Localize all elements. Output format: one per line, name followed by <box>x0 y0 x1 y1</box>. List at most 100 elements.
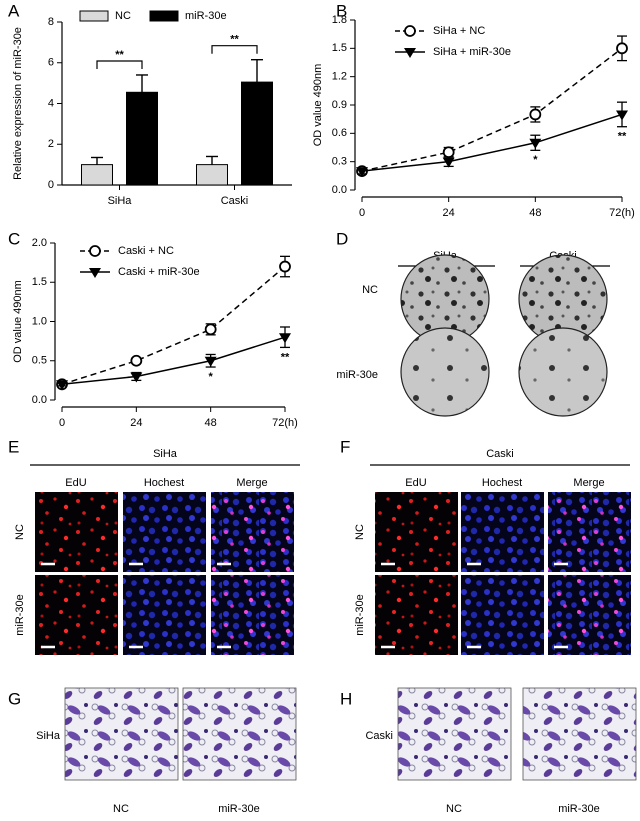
legend-label: miR-30e <box>185 10 227 22</box>
legend-swatch <box>79 10 109 22</box>
point <box>529 108 542 121</box>
x-tick-label: 0 <box>359 207 365 219</box>
colony-plate <box>518 327 608 417</box>
y-tick-label: 0.3 <box>332 156 347 168</box>
point <box>356 167 368 178</box>
x-tick-label: 72(h) <box>609 207 635 219</box>
significance-bracket <box>96 60 143 69</box>
colony-plate <box>400 327 490 417</box>
point <box>130 354 143 367</box>
micrograph <box>461 492 544 572</box>
y-tick-label: 8 <box>48 16 54 28</box>
y-tick-label: 0.9 <box>332 99 347 111</box>
series-line <box>61 265 286 386</box>
micrograph <box>211 492 294 572</box>
y-tick-label: 6 <box>48 57 54 69</box>
x-tick-label: 0 <box>59 417 65 429</box>
legend-label: SiHa + miR-30e <box>433 46 511 58</box>
panel-letter: H <box>340 689 352 708</box>
column-label: EdU <box>65 477 86 489</box>
column-label: Hochest <box>482 477 522 489</box>
legend-label: Caski + miR-30e <box>118 266 200 278</box>
panel-letter: G <box>8 689 21 708</box>
x-tick-label: SiHa <box>108 195 133 207</box>
point <box>279 260 291 273</box>
y-tick-label: 0 <box>48 179 54 191</box>
bar <box>241 81 273 186</box>
point <box>529 138 542 149</box>
micrograph <box>123 492 206 572</box>
legend-label: NC <box>115 10 131 22</box>
column-label: Hochest <box>144 477 184 489</box>
legend-marker <box>404 48 416 58</box>
y-tick-label: 2.0 <box>32 237 47 249</box>
panel-letter: F <box>340 437 350 456</box>
row-label: miR-30e <box>354 594 366 636</box>
series-line <box>361 113 623 172</box>
point <box>130 372 143 383</box>
point <box>442 157 455 168</box>
y-tick-label: 2 <box>48 138 54 150</box>
point <box>616 110 628 121</box>
panel-letter: E <box>8 437 19 456</box>
bar <box>196 164 228 186</box>
panel-letter: C <box>8 229 20 248</box>
x-tick-label: 24 <box>130 417 142 429</box>
y-axis-label: OD value 490nm <box>312 64 324 147</box>
series-line <box>361 47 623 172</box>
y-tick-label: 0.0 <box>332 184 347 196</box>
micrograph <box>548 575 631 655</box>
micrograph <box>548 492 631 572</box>
annotation: ** <box>281 351 290 363</box>
row-label: miR-30e <box>14 594 26 636</box>
y-tick-label: 1.0 <box>32 315 47 327</box>
column-label: miR-30e <box>218 803 260 815</box>
legend-swatch <box>149 10 179 22</box>
annotation: * <box>209 371 214 383</box>
annotation: * <box>533 154 538 166</box>
panel-letter: A <box>8 1 20 20</box>
column-label: NC <box>446 803 462 815</box>
bar <box>81 164 113 186</box>
x-tick-label: 24 <box>443 207 455 219</box>
legend-label: SiHa + NC <box>433 25 485 37</box>
legend-marker <box>404 25 416 37</box>
significance-bracket <box>211 45 258 54</box>
x-tick-label: 48 <box>529 207 541 219</box>
panel-title: SiHa <box>153 448 178 460</box>
row-label: miR-30e <box>336 369 378 381</box>
y-tick-label: 0.5 <box>32 355 47 367</box>
column-label: EdU <box>405 477 426 489</box>
y-tick-label: 1.2 <box>332 71 347 83</box>
row-label: NC <box>14 524 26 540</box>
y-tick-label: 4 <box>48 97 54 109</box>
micrograph <box>375 575 458 655</box>
x-tick-label: 48 <box>205 417 217 429</box>
point <box>56 380 68 391</box>
point <box>442 146 455 159</box>
y-tick-label: 1.8 <box>332 14 347 26</box>
panel-letter: B <box>336 1 347 20</box>
column-label: Merge <box>236 477 267 489</box>
transwell-image <box>522 687 637 781</box>
row-label: NC <box>362 284 378 296</box>
micrograph <box>461 575 544 655</box>
micrograph <box>123 575 206 655</box>
point <box>204 356 217 367</box>
annotation: ** <box>618 131 627 143</box>
row-label: Caski <box>365 730 393 742</box>
y-axis-label: Relative expression of miR-30e <box>12 27 24 180</box>
annotation: ** <box>230 34 239 46</box>
annotation: ** <box>115 49 124 61</box>
column-label: Merge <box>573 477 604 489</box>
transwell-image <box>397 687 512 781</box>
x-tick-label: Caski <box>221 195 249 207</box>
micrograph <box>211 575 294 655</box>
row-label: SiHa <box>36 730 61 742</box>
point <box>616 42 628 55</box>
legend-marker <box>89 245 101 257</box>
transwell-image <box>182 687 297 781</box>
micrograph <box>35 575 118 655</box>
y-axis-label: OD value 490nm <box>12 280 24 363</box>
